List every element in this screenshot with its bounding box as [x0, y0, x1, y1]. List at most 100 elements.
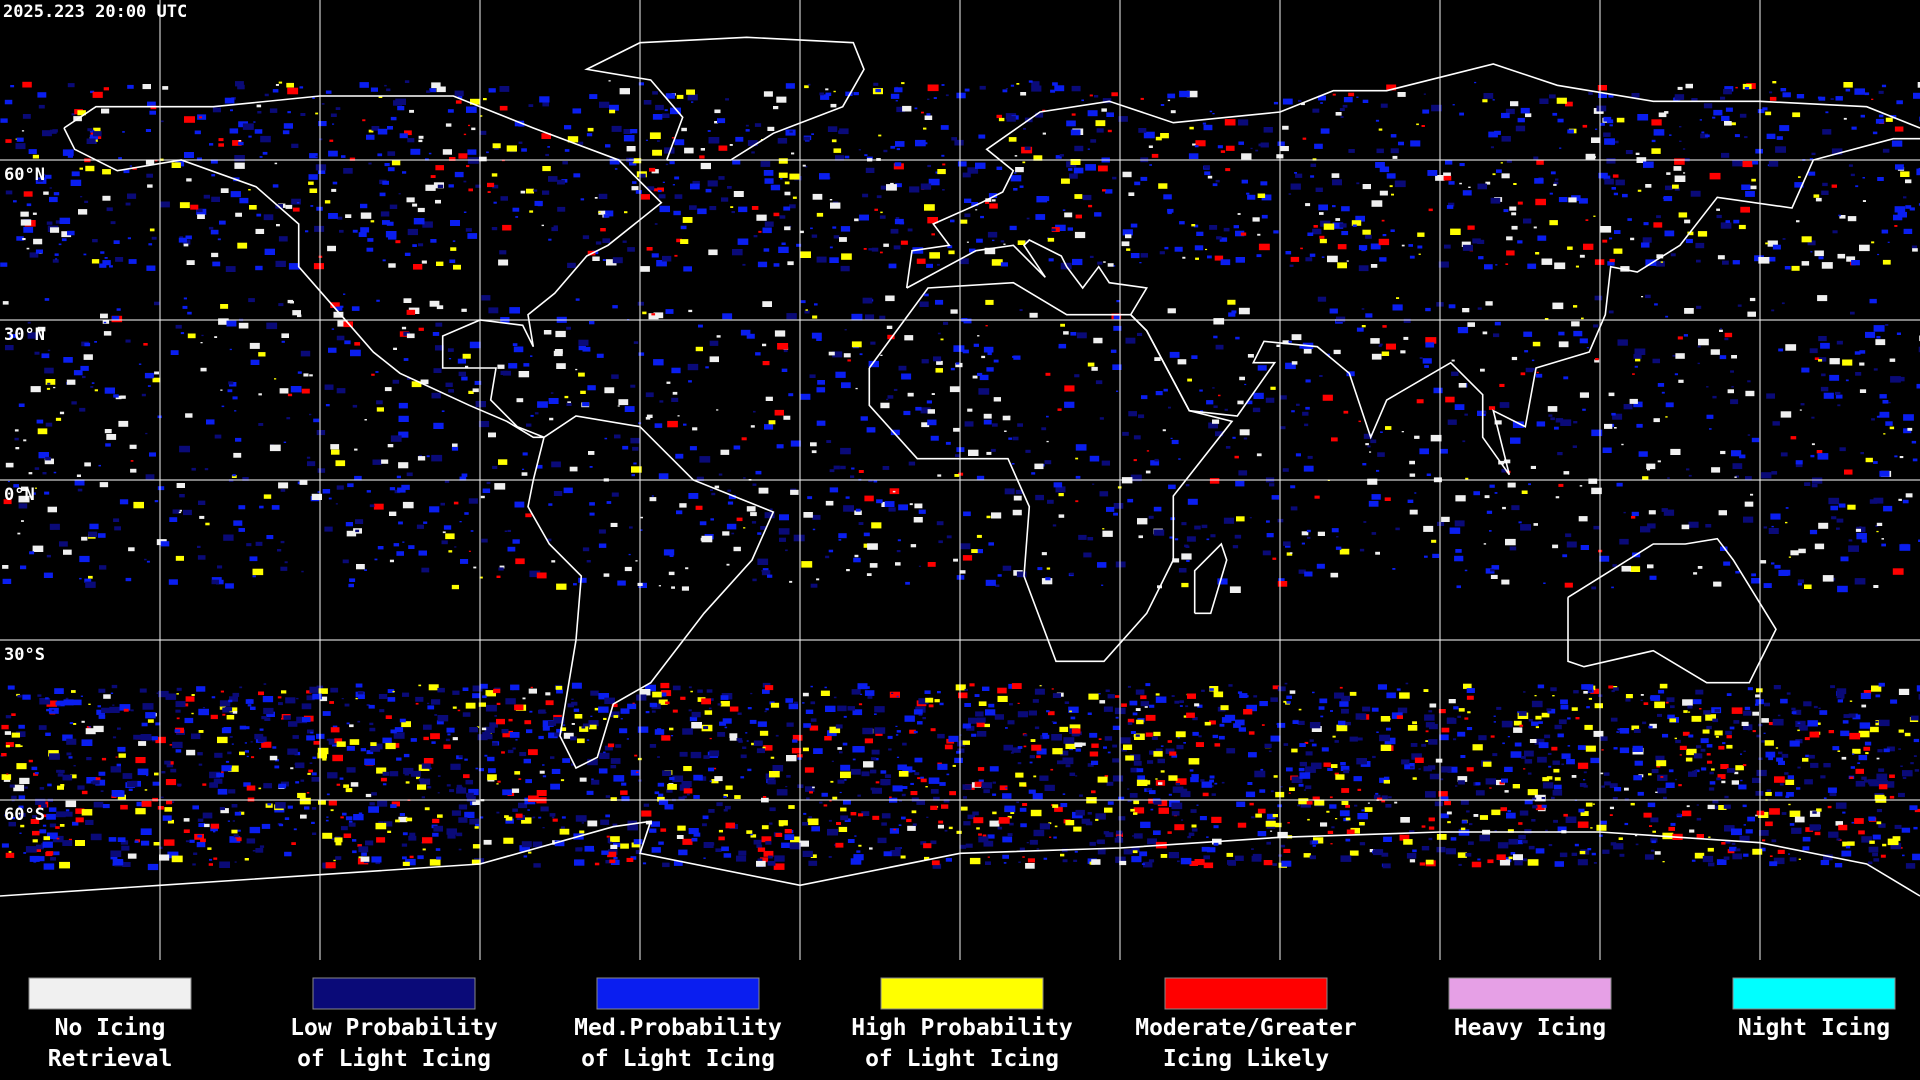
icing-pixel — [1462, 440, 1466, 443]
icing-pixel — [231, 838, 237, 842]
icing-pixel — [1211, 793, 1216, 796]
icing-pixel — [1098, 738, 1102, 740]
icing-pixel — [808, 816, 812, 819]
icing-pixel — [1619, 747, 1630, 754]
icing-pixel — [1178, 568, 1187, 573]
icing-pixel — [445, 738, 450, 742]
icing-pixel — [1869, 298, 1877, 304]
icing-pixel — [1802, 836, 1811, 842]
icing-pixel — [1236, 516, 1245, 522]
icing-pixel — [1683, 710, 1688, 713]
icing-pixel — [110, 221, 116, 225]
icing-pixel — [894, 162, 902, 167]
icing-pixel — [575, 847, 583, 852]
icing-pixel — [464, 811, 475, 818]
icing-pixel — [311, 821, 315, 824]
icing-pixel — [1054, 806, 1063, 812]
icing-pixel — [1553, 183, 1557, 186]
icing-pixel — [187, 311, 192, 315]
icing-pixel — [1139, 851, 1148, 857]
icing-pixel — [1585, 219, 1589, 221]
icing-pixel — [1074, 850, 1078, 853]
icing-pixel — [20, 824, 25, 828]
icing-pixel — [248, 189, 251, 191]
icing-pixel — [1280, 146, 1289, 152]
icing-pixel — [803, 723, 811, 728]
icing-pixel — [336, 388, 346, 394]
icing-pixel — [311, 777, 320, 782]
icing-pixel — [1011, 683, 1022, 689]
icing-pixel — [1406, 853, 1417, 859]
icing-pixel — [329, 701, 334, 704]
icing-pixel — [1767, 256, 1776, 262]
icing-pixel — [145, 712, 156, 719]
icing-pixel — [377, 800, 388, 807]
icing-pixel — [792, 734, 803, 741]
icing-pixel — [1039, 775, 1049, 781]
icing-pixel — [221, 765, 232, 772]
icing-pixel — [810, 227, 813, 230]
icing-pixel — [220, 389, 223, 391]
icing-pixel — [606, 501, 612, 504]
icing-pixel — [502, 224, 512, 231]
icing-pixel — [1070, 332, 1077, 336]
icing-pixel — [598, 193, 608, 199]
icing-pixel — [1414, 435, 1420, 439]
icing-pixel — [444, 480, 450, 483]
icing-pixel — [468, 788, 479, 796]
icing-pixel — [883, 243, 889, 247]
icing-pixel — [49, 523, 60, 530]
icing-pixel — [1553, 784, 1562, 790]
icing-pixel — [587, 385, 596, 391]
icing-pixel — [34, 487, 37, 489]
icing-pixel — [1336, 316, 1346, 323]
icing-pixel — [1850, 766, 1855, 769]
icing-pixel — [1541, 712, 1550, 718]
icing-pixel — [346, 746, 355, 751]
icing-pixel — [1847, 504, 1856, 510]
icing-pixel — [1786, 692, 1791, 695]
icing-pixel — [1708, 787, 1715, 791]
icing-pixel — [1447, 419, 1457, 425]
icing-pixel — [1159, 251, 1165, 255]
icing-pixel — [1297, 804, 1300, 807]
icing-pixel — [325, 819, 329, 822]
icing-pixel — [1677, 813, 1681, 816]
icing-pixel — [1528, 483, 1531, 486]
icing-pixel — [924, 204, 935, 211]
icing-pixel — [1409, 859, 1416, 863]
icing-pixel — [1868, 816, 1876, 821]
icing-pixel — [218, 143, 224, 147]
icing-pixel — [1675, 778, 1678, 781]
icing-pixel — [1170, 110, 1176, 114]
icing-pixel — [339, 777, 344, 780]
icing-pixel — [1706, 725, 1712, 730]
icing-pixel — [1004, 805, 1016, 813]
icing-pixel — [948, 250, 955, 255]
icing-pixel — [1535, 198, 1546, 206]
icing-pixel — [906, 818, 912, 823]
icing-pixel — [252, 850, 256, 852]
icing-pixel — [118, 753, 126, 758]
icing-pixel — [1289, 264, 1294, 267]
icing-pixel — [10, 85, 15, 88]
icing-pixel — [864, 154, 868, 157]
icing-pixel — [1012, 436, 1019, 441]
icing-pixel — [839, 128, 849, 135]
icing-pixel — [843, 715, 847, 718]
icing-pixel — [47, 382, 51, 385]
icing-pixel — [1087, 812, 1092, 815]
icing-pixel — [200, 838, 206, 843]
icing-pixel — [1882, 259, 1891, 265]
icing-pixel — [947, 245, 953, 249]
icing-pixel — [1591, 137, 1601, 143]
icing-pixel — [683, 266, 692, 272]
icing-pixel — [322, 758, 327, 761]
icing-pixel — [955, 684, 966, 691]
icing-pixel — [1318, 706, 1325, 710]
icing-pixel — [1134, 181, 1141, 186]
icing-pixel — [1645, 294, 1651, 299]
icing-pixel — [529, 570, 541, 578]
icing-pixel — [1525, 367, 1534, 373]
icing-pixel — [406, 309, 416, 315]
